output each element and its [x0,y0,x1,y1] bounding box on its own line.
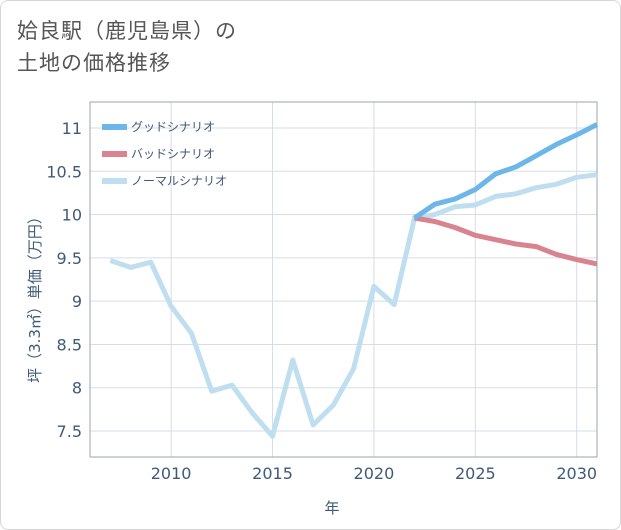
y-axis-ticks: 7.5 8 8.5 9 9.5 10 10.5 11 [46,119,82,441]
series-lines [109,122,599,439]
x-tick-label: 2025 [455,464,496,483]
plot-frame [89,101,598,458]
x-tick-label: 2020 [354,464,395,483]
series-line-3 [109,172,598,439]
y-tick-label: 8.5 [57,335,82,354]
y-axis-title: 坪（3.3㎡）単価（万円） [26,209,44,383]
y-tick-label: 9.5 [57,249,82,268]
x-tick-label: 2015 [252,464,293,483]
legend-label: グッドシナリオ [131,120,215,134]
x-axis-title: 年 [324,499,339,517]
y-tick-label: 11 [62,119,82,138]
legend-label: バッドシナリオ [131,147,215,161]
plot-area-border [89,101,598,458]
chart-title: 姶良駅（鹿児島県）の 土地の価格推移 [17,19,237,75]
series-line-2 [414,215,598,267]
x-tick-label: 2030 [556,464,597,483]
y-tick-label: 10 [62,206,82,225]
series-line-1 [413,122,599,221]
y-tick-label: 10.5 [46,162,82,181]
y-tick-label: 9 [72,292,82,311]
legend-label: ノーマルシナリオ [131,174,227,188]
y-tick-label: 7.5 [57,422,82,441]
gridlines [90,102,597,457]
x-axis-ticks: 2010 2015 2020 2025 2030 [151,464,597,483]
y-tick-label: 8 [72,379,82,398]
x-tick-label: 2010 [151,464,192,483]
